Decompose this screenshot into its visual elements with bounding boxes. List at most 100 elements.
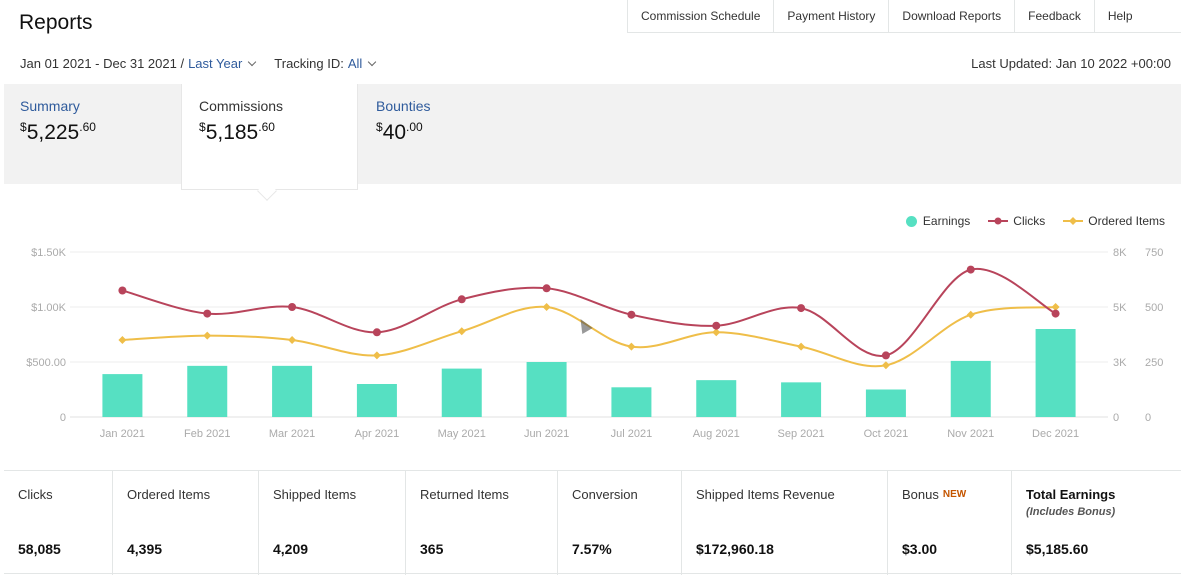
stat-value: $3.00 [902, 541, 938, 557]
x-tick-label: Jan 2021 [100, 428, 145, 440]
top-nav: Commission Schedule Payment History Down… [627, 0, 1181, 33]
clicks-point [797, 304, 806, 313]
stat-returned-items: Returned Items 365 [406, 471, 558, 575]
stat-ordered-items: Ordered Items 4,395 [113, 471, 259, 575]
chart-legend: Earnings Clicks Ordered Items [888, 214, 1165, 228]
clicks-point [203, 309, 212, 318]
y-tick-label-right-items: 500 [1145, 302, 1163, 314]
ordered-items-point [372, 351, 381, 360]
new-badge: NEW [942, 489, 967, 500]
tab-summary-label: Summary [20, 98, 80, 114]
x-tick-label: Jun 2021 [524, 428, 569, 440]
ordered-items-line-icon [1063, 217, 1084, 225]
y-tick-label-right-items: 0 [1145, 412, 1151, 424]
stat-label: Total Earnings [1026, 487, 1116, 502]
earnings-bar [1035, 329, 1076, 417]
y-tick-label-left: $1.50K [31, 247, 67, 259]
tracking-id-dropdown[interactable]: All [347, 56, 377, 71]
earnings-bar [950, 360, 991, 417]
legend-ordered-items-label: Ordered Items [1088, 214, 1165, 228]
chevron-down-icon [248, 57, 257, 67]
tab-bounties-amount: $40.00 [376, 120, 423, 144]
y-tick-label-right-clicks: 8K [1113, 247, 1127, 259]
tab-bounties-label: Bounties [376, 98, 431, 114]
stat-value: $172,960.18 [696, 541, 774, 557]
earnings-dot-icon [905, 215, 917, 227]
clicks-point [966, 265, 975, 274]
legend-earnings[interactable]: Earnings [905, 214, 971, 228]
stat-value: 58,085 [18, 541, 61, 557]
stat-sublabel: (Includes Bonus) [1026, 506, 1116, 518]
x-tick-label: Feb 2021 [184, 428, 230, 440]
y-tick-label-left: 0 [60, 412, 66, 424]
earnings-bar [611, 387, 652, 417]
clicks-point [712, 321, 721, 330]
x-tick-label: Dec 2021 [1032, 428, 1079, 440]
legend-ordered-items[interactable]: Ordered Items [1063, 214, 1165, 228]
earnings-bar [781, 382, 822, 417]
date-range-text: Jan 01 2021 - Dec 31 2021 / [20, 56, 185, 71]
tracking-label: Tracking ID: [274, 56, 344, 71]
ordered-items-line [122, 305, 1056, 368]
clicks-point [288, 303, 297, 311]
stat-label: Ordered Items [127, 487, 211, 502]
stat-bonus: Bonus NEW $3.00 [888, 471, 1012, 575]
stat-value: 7.57% [572, 541, 612, 557]
stat-clicks: Clicks 58,085 [4, 471, 113, 575]
y-tick-label-right-clicks: 3K [1113, 357, 1127, 369]
earnings-bar [441, 368, 482, 417]
x-tick-label: May 2021 [438, 428, 486, 440]
ordered-items-point [712, 328, 721, 337]
x-tick-label: Jul 2021 [611, 428, 653, 440]
x-tick-label: Oct 2021 [864, 428, 909, 440]
stat-conversion: Conversion 7.57% [558, 471, 682, 575]
stat-label: Bonus NEW [902, 487, 967, 502]
stat-total-earnings: Total Earnings (Includes Bonus) $5,185.6… [1012, 471, 1181, 575]
x-tick-label: Apr 2021 [355, 428, 400, 440]
earnings-bar [272, 365, 313, 417]
clicks-line [122, 267, 1057, 357]
nav-download-reports[interactable]: Download Reports [889, 0, 1016, 33]
y-tick-label-left: $500.00 [26, 357, 66, 369]
earnings-bar [526, 362, 567, 417]
earnings-bar [696, 380, 737, 417]
stats-bar: Clicks 58,085 Ordered Items 4,395 Shippe… [4, 470, 1181, 575]
clicks-point [1051, 309, 1060, 318]
tab-summary[interactable]: Summary $5,225.60 [20, 84, 96, 184]
stat-value: 4,209 [273, 541, 309, 557]
clicks-line-icon [988, 217, 1009, 225]
stat-shipped-items-revenue: Shipped Items Revenue $172,960.18 [682, 471, 888, 575]
tab-summary-amount: $5,225.60 [20, 120, 96, 144]
stat-label: Shipped Items [273, 487, 357, 502]
legend-earnings-label: Earnings [922, 214, 971, 228]
period-label: Last Year [188, 56, 243, 71]
nav-help[interactable]: Help [1107, 9, 1133, 23]
tab-commissions-amount: $5,185.60 [199, 120, 275, 144]
clicks-point [881, 351, 890, 360]
legend-clicks[interactable]: Clicks [988, 214, 1045, 228]
earnings-bar [187, 365, 228, 417]
tab-commissions[interactable]: Commissions $5,185.60 [181, 84, 358, 190]
nav-payment-history[interactable]: Payment History [774, 0, 890, 33]
ordered-items-point [457, 327, 466, 336]
ordered-items-point [881, 361, 890, 370]
x-tick-label: Aug 2021 [693, 428, 740, 440]
nav-commission-schedule[interactable]: Commission Schedule [628, 0, 775, 33]
ordered-items-point [288, 336, 297, 344]
stat-label: Returned Items [420, 487, 509, 502]
tab-bounties[interactable]: Bounties $40.00 [376, 84, 430, 184]
y-tick-label-right-items: 250 [1145, 357, 1163, 369]
y-tick-label-right-items: 750 [1145, 247, 1163, 259]
ordered-items-point [797, 342, 806, 351]
stat-label: Clicks [18, 487, 53, 502]
x-tick-label: Mar 2021 [269, 428, 315, 440]
ordered-items-point [542, 303, 551, 311]
nav-feedback[interactable]: Feedback [1015, 0, 1095, 33]
clicks-point [457, 295, 466, 304]
tab-commissions-label: Commissions [199, 98, 284, 114]
tracking-value: All [347, 56, 363, 71]
x-tick-label: Nov 2021 [947, 428, 994, 440]
legend-clicks-label: Clicks [1013, 214, 1046, 228]
period-dropdown[interactable]: Last Year [188, 56, 257, 71]
clicks-point [118, 286, 127, 295]
